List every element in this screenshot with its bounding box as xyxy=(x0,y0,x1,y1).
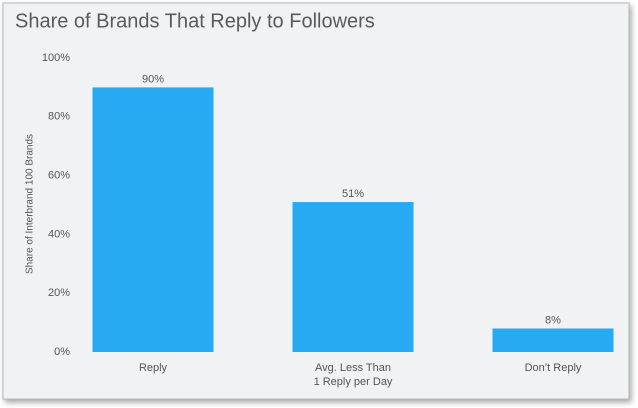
value-label: 51% xyxy=(342,188,364,200)
x-tick-label: Avg. Less Than 1 Reply per Day xyxy=(314,362,393,388)
y-tick-label: 40% xyxy=(48,228,70,240)
x-tick-label: Don’t Reply xyxy=(525,362,582,374)
chart-title: Share of Brands That Reply to Followers xyxy=(15,10,375,32)
value-label: 90% xyxy=(142,73,164,85)
y-tick-label: 0% xyxy=(54,346,70,358)
y-tick-label: 60% xyxy=(48,170,70,182)
y-tick-label: 80% xyxy=(48,111,70,123)
x-tick-label: Reply xyxy=(139,362,168,374)
value-label: 8% xyxy=(545,314,561,326)
y-axis-label: Share of Interbrand 100 Brands xyxy=(25,134,36,274)
y-tick-label: 100% xyxy=(42,52,70,64)
bar xyxy=(492,328,614,352)
y-tick-label: 20% xyxy=(48,287,70,299)
bar xyxy=(92,87,214,353)
bar xyxy=(292,202,414,352)
